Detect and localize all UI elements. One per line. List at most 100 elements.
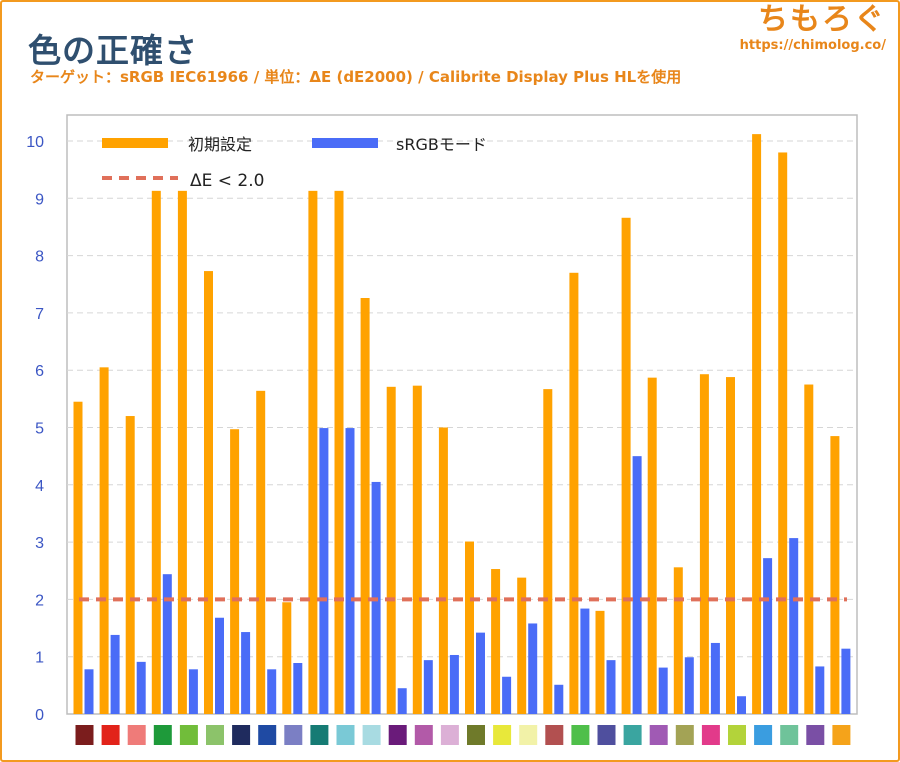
category-swatch	[623, 725, 642, 745]
bar-initial	[465, 541, 474, 714]
bar-initial	[412, 385, 422, 714]
category-swatch	[362, 725, 381, 745]
bar-srgb	[789, 538, 799, 714]
category-swatch	[440, 725, 459, 745]
bar-srgb	[267, 669, 277, 714]
bar-initial	[595, 610, 605, 714]
bar-initial	[73, 401, 83, 714]
category-swatch	[153, 725, 172, 745]
category-swatch	[258, 725, 277, 745]
bar-srgb	[215, 617, 224, 714]
bar-initial	[177, 190, 187, 714]
category-swatch	[545, 725, 564, 745]
y-tick-label: 4	[35, 478, 44, 495]
brand-logo: ちもろぐ https://chimolog.co/	[740, 2, 886, 54]
bar-srgb	[502, 676, 512, 714]
bar-srgb	[528, 623, 538, 714]
bar-srgb	[632, 456, 642, 714]
legend-label-threshold: ΔE < 2.0	[190, 171, 264, 191]
bar-srgb	[815, 666, 825, 714]
bar-srgb	[763, 558, 773, 714]
bar-initial	[99, 367, 109, 714]
bar-initial	[752, 134, 762, 714]
bar-initial	[151, 190, 161, 714]
category-swatch	[75, 725, 94, 745]
bar-srgb	[241, 632, 251, 714]
page-subtitle: ターゲット：sRGB IEC61966 / 単位：ΔE (dE2000) / C…	[30, 68, 682, 86]
y-tick-label: 10	[26, 134, 44, 151]
bar-srgb	[162, 574, 172, 714]
bar-initial	[125, 416, 135, 714]
bar-initial	[360, 298, 370, 714]
bar-srgb	[841, 648, 851, 714]
category-swatch	[467, 725, 485, 745]
bar-initial	[204, 271, 213, 714]
bar-srgb	[554, 684, 564, 714]
y-tick-label: 3	[35, 535, 44, 552]
category-swatch	[232, 725, 251, 745]
category-swatch	[206, 725, 224, 745]
bar-initial	[386, 386, 396, 714]
category-swatch	[571, 725, 590, 745]
bar-srgb	[606, 660, 616, 714]
bar-srgb	[319, 428, 329, 714]
bar-srgb	[710, 642, 720, 714]
category-swatch	[493, 725, 512, 745]
y-tick-label: 8	[35, 249, 44, 266]
legend-label-srgb: sRGBモード	[396, 135, 487, 154]
bar-srgb	[136, 661, 146, 714]
category-swatch	[780, 725, 799, 745]
category-swatch	[675, 725, 694, 745]
y-tick-label: 6	[35, 363, 44, 380]
bar-initial	[569, 272, 579, 714]
bar-initial	[438, 427, 448, 714]
bar-initial	[543, 389, 553, 714]
category-swatch	[832, 725, 851, 745]
bar-initial	[282, 602, 292, 714]
bar-initial	[308, 190, 318, 714]
category-swatch	[649, 725, 668, 745]
category-swatch	[754, 725, 773, 745]
y-tick-label: 9	[35, 191, 44, 208]
bar-initial	[778, 152, 788, 714]
y-tick-label: 2	[35, 592, 44, 609]
bar-srgb	[658, 667, 668, 714]
bar-srgb	[397, 688, 407, 714]
brand-name: ちもろぐ	[758, 2, 886, 37]
category-swatch	[101, 725, 120, 745]
category-swatch	[336, 725, 355, 745]
bar-initial	[621, 217, 631, 715]
bar-initial	[830, 436, 840, 714]
category-swatch	[597, 725, 616, 745]
bar-srgb	[188, 669, 198, 714]
bar-srgb	[737, 696, 746, 714]
category-swatch	[728, 725, 746, 745]
category-swatch	[179, 725, 198, 745]
bar-initial	[517, 577, 527, 714]
bar-srgb	[345, 428, 355, 714]
category-swatch	[284, 725, 303, 745]
page-title: 色の正確さ	[28, 31, 198, 70]
bar-initial	[673, 567, 683, 714]
bar-initial	[256, 390, 266, 714]
bar-srgb	[84, 669, 94, 714]
category-swatch	[806, 725, 825, 745]
bar-srgb	[110, 634, 120, 714]
category-swatch	[701, 725, 720, 745]
bar-initial	[491, 569, 501, 714]
y-tick-label: 1	[35, 650, 44, 667]
bar-initial	[230, 429, 240, 714]
bar-srgb	[423, 660, 433, 714]
bar-initial	[726, 377, 735, 714]
plot-area	[66, 114, 858, 715]
bar-initial	[334, 190, 344, 714]
category-swatch	[127, 725, 146, 745]
bar-initial	[647, 377, 657, 714]
category-swatch	[388, 725, 407, 745]
bar-srgb	[293, 663, 303, 714]
bar-srgb	[684, 657, 694, 714]
y-tick-label: 0	[35, 707, 44, 724]
category-swatch	[414, 725, 433, 745]
